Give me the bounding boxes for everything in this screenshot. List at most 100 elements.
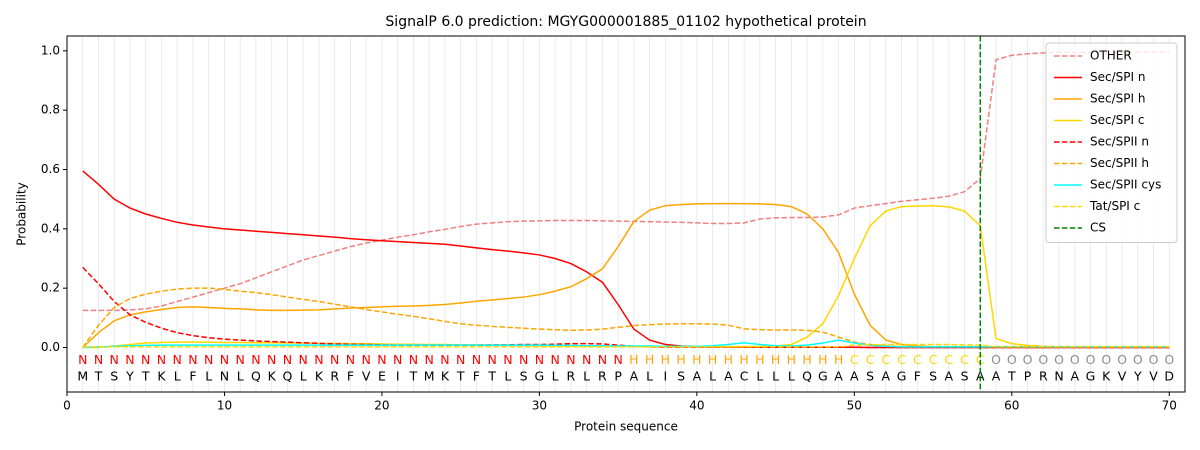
- residue-label: F: [473, 369, 480, 384]
- residue-label: T: [409, 369, 418, 384]
- region-label: H: [802, 352, 811, 367]
- region-label: O: [1101, 352, 1111, 367]
- residue-label: A: [693, 369, 702, 384]
- region-label: N: [472, 352, 481, 367]
- residue-label: G: [1086, 369, 1096, 384]
- residue-label: L: [646, 369, 653, 384]
- series-line: [82, 51, 1170, 312]
- region-label: N: [204, 352, 213, 367]
- region-label: C: [929, 352, 938, 367]
- region-label: N: [157, 352, 166, 367]
- residue-label: S: [929, 369, 937, 384]
- region-label: O: [1007, 352, 1017, 367]
- residue-label: R: [567, 369, 576, 384]
- region-label: H: [676, 352, 685, 367]
- residue-label: P: [614, 369, 622, 384]
- residue-label: S: [110, 369, 118, 384]
- legend-label: Sec/SPI n: [1090, 70, 1145, 84]
- region-label: N: [424, 352, 433, 367]
- region-label: H: [771, 352, 780, 367]
- residue-label: L: [300, 369, 307, 384]
- residue-label: L: [756, 369, 763, 384]
- plot-frame: [66, 35, 1186, 393]
- residue-label: F: [189, 369, 196, 384]
- legend-label: Tat/SPI c: [1089, 199, 1140, 213]
- region-label: C: [881, 352, 890, 367]
- region-label: N: [267, 352, 276, 367]
- region-label: N: [566, 352, 575, 367]
- legend-label: Sec/SPII h: [1090, 156, 1149, 170]
- region-label: O: [1164, 352, 1174, 367]
- residue-label: S: [520, 369, 528, 384]
- series-line: [82, 170, 1170, 349]
- region-label: H: [755, 352, 764, 367]
- y-tick-label: 0.0: [41, 340, 60, 354]
- y-tick-label: 0.2: [41, 281, 60, 295]
- legend-label: Sec/SPI c: [1090, 113, 1144, 127]
- residue-label: R: [330, 369, 339, 384]
- residue-label: P: [1024, 369, 1032, 384]
- region-label: H: [739, 352, 748, 367]
- residue-label: F: [347, 369, 354, 384]
- legend: OTHER Sec/SPI n Sec/SPI h Sec/SPI c Sec/SPII…: [1045, 42, 1178, 243]
- region-label: C: [866, 352, 875, 367]
- region-label: N: [141, 352, 150, 367]
- residue-label: L: [205, 369, 212, 384]
- x-tick-label: 60: [1004, 399, 1019, 413]
- residue-label: S: [866, 369, 874, 384]
- region-label: N: [314, 352, 323, 367]
- region-label: N: [393, 352, 402, 367]
- residue-label: A: [724, 369, 733, 384]
- legend-label: Sec/SPI h: [1090, 92, 1145, 106]
- region-label: H: [708, 352, 717, 367]
- residue-label: Y: [125, 369, 134, 384]
- region-label: C: [897, 352, 906, 367]
- residue-label: T: [1007, 369, 1016, 384]
- region-label: H: [724, 352, 733, 367]
- residue-label: L: [237, 369, 244, 384]
- region-label: N: [346, 352, 355, 367]
- residue-label: R: [598, 369, 607, 384]
- region-label: N: [535, 352, 544, 367]
- residue-label: A: [850, 369, 859, 384]
- region-label: N: [613, 352, 622, 367]
- region-label: H: [661, 352, 670, 367]
- y-tick-label: 1.0: [41, 43, 60, 57]
- region-label: H: [645, 352, 654, 367]
- x-axis-label: Protein sequence: [574, 420, 678, 434]
- region-label: O: [1149, 352, 1159, 367]
- residue-label: L: [772, 369, 779, 384]
- residue-label: K: [268, 369, 277, 384]
- region-label: C: [976, 352, 985, 367]
- region-label: N: [78, 352, 87, 367]
- region-label: N: [173, 352, 182, 367]
- region-label: N: [598, 352, 607, 367]
- residue-label: L: [174, 369, 181, 384]
- residue-label: Y: [1133, 369, 1142, 384]
- residue-label: L: [709, 369, 716, 384]
- region-label: N: [283, 352, 292, 367]
- region-label: N: [456, 352, 465, 367]
- region-label: C: [960, 352, 969, 367]
- region-label: O: [1086, 352, 1096, 367]
- region-label: H: [629, 352, 638, 367]
- residue-label: L: [788, 369, 795, 384]
- residue-label: G: [818, 369, 828, 384]
- region-label: N: [94, 352, 103, 367]
- region-label: O: [1038, 352, 1048, 367]
- residue-label: V: [1118, 369, 1127, 384]
- region-label: O: [1070, 352, 1080, 367]
- residue-label: A: [992, 369, 1001, 384]
- region-label: H: [818, 352, 827, 367]
- region-label: N: [251, 352, 260, 367]
- region-label: N: [299, 352, 308, 367]
- region-label: N: [236, 352, 245, 367]
- residue-label: M: [77, 369, 88, 384]
- residue-label: T: [487, 369, 496, 384]
- residue-label: N: [220, 369, 229, 384]
- region-label: O: [991, 352, 1001, 367]
- residue-label: A: [630, 369, 639, 384]
- x-tick-label: 0: [63, 399, 71, 413]
- region-label: N: [125, 352, 134, 367]
